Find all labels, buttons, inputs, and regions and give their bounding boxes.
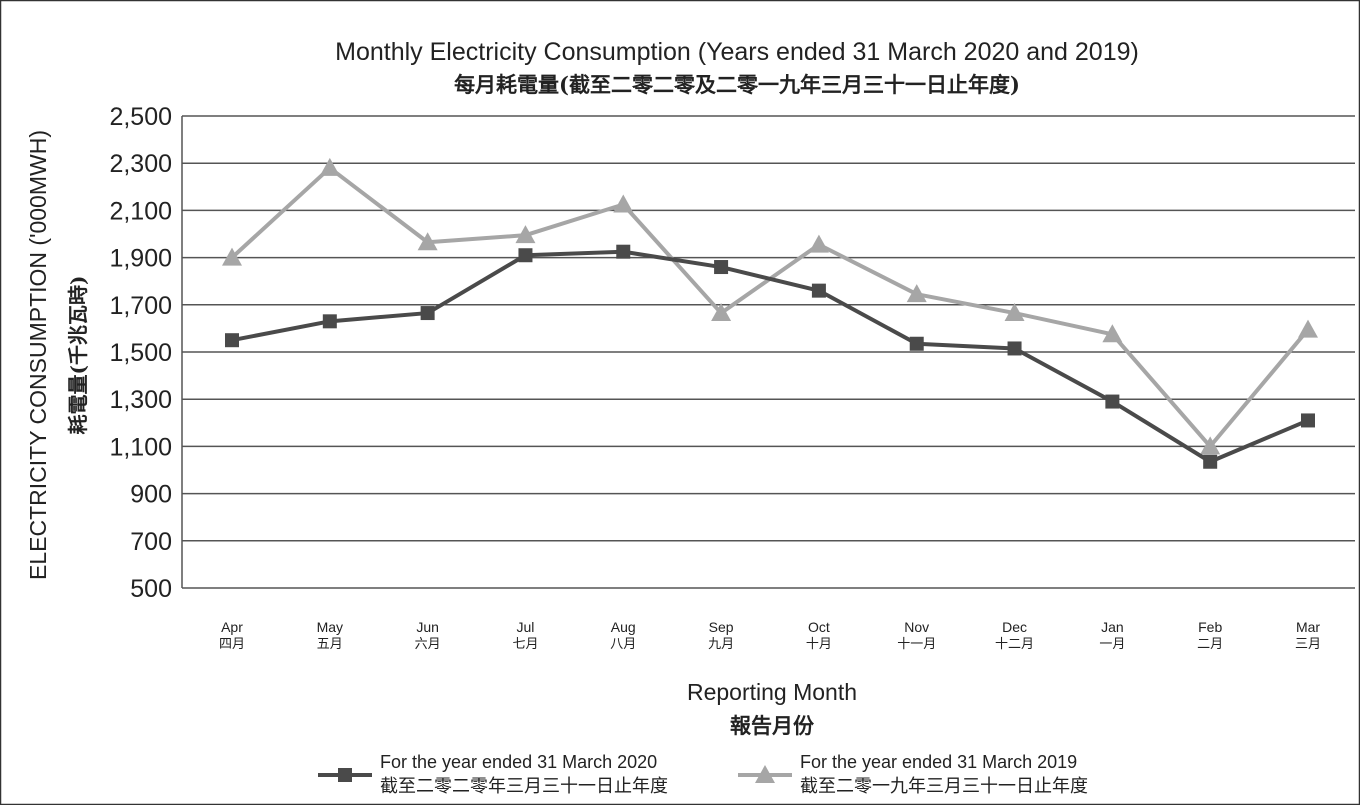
y-tick-labels: 500 700 900 1,100 1,300 1,500 1,700 1,900 2,100 2… [109,103,172,603]
x-tick-label: Apr [221,619,243,635]
x-tick-label-zh: 六月 [415,637,441,652]
y-tick-label: 1,900 [109,245,172,273]
chart-subtitle: 每月耗電量(截至二零二零及二零一九年三月三十一日止年度) [454,72,1020,97]
data-point [616,244,631,259]
data-point [420,306,435,321]
data-point [225,333,239,348]
x-tick-label-zh: 八月 [610,637,636,652]
x-tick-label-zh: 十一月 [897,637,936,652]
x-tick-label: Sep [709,619,734,635]
y-tick-label: 2,100 [109,197,172,225]
x-axis-label: Reporting Month [687,679,857,705]
x-tick-label: Jan [1101,619,1124,635]
legend-label-zh: 截至二零一九年三月三十一日止年度 [800,776,1088,797]
x-tick-label-zh: 三月 [1295,637,1321,652]
x-tick-label: Nov [904,619,929,635]
data-point [1203,454,1218,469]
y-tick-label: 1,100 [109,433,172,461]
data-point [319,157,340,176]
y-tick-label: 1,700 [109,292,172,320]
y-axis-label: ELECTRICITY CONSUMPTION ('000MWH) [25,130,51,580]
data-point [222,247,242,266]
data-point [1007,341,1022,356]
x-tick-label-zh: 一月 [1099,637,1125,652]
data-point [1200,436,1221,455]
data-point [714,260,729,275]
data-point [1102,324,1123,343]
y-tick-label: 700 [130,528,172,556]
x-tick-label-zh: 十二月 [995,637,1034,652]
y-tick-label: 1,500 [109,339,172,367]
x-tick-label: May [317,619,343,635]
y-tick-label: 500 [130,575,172,603]
y-tick-label: 2,300 [109,150,172,178]
x-tick-label: Jul [517,619,535,635]
series-2020 [225,244,1315,469]
x-tick-label: Aug [611,619,636,635]
data-point [515,225,536,244]
x-tick-label-zh: 五月 [317,637,343,652]
y-tick-label: 2,500 [109,103,172,131]
data-point [518,248,533,263]
legend-label: For the year ended 31 March 2019 [800,752,1077,772]
data-point [417,232,438,251]
gridlines [182,115,1355,589]
data-point [909,336,924,351]
y-tick-label: 1,300 [109,386,172,414]
legend-swatch-marker [755,765,775,783]
data-point [711,303,732,322]
series-line [231,249,1309,464]
series-layer [222,157,1318,469]
y-axis-label-zh: 耗電量(千兆瓦時) [66,276,90,435]
legend-item-2020: For the year ended 31 March 2020 截至二零二零年三… [318,752,668,797]
x-tick-label: Jun [416,619,439,635]
legend-item-2019: For the year ended 31 March 2019 截至二零一九年三… [738,752,1088,797]
x-tick-label-zh: 九月 [708,637,734,652]
data-point [906,284,927,303]
x-tick-label-zh: 二月 [1197,637,1223,652]
x-tick-label-zh: 十月 [806,637,832,652]
x-tick-label: Mar [1296,619,1320,635]
x-tick-labels: Apr 四月 May 五月 Jun 六月 Jul 七月 Aug 八月 Sep 九月 Oct 十月 Nov 十一… [219,619,1321,652]
data-point [613,194,634,213]
legend: For the year ended 31 March 2020 截至二零二零年三… [318,752,1088,797]
x-tick-label-zh: 七月 [512,637,538,652]
chart-title: Monthly Electricity Consumption (Years e… [335,38,1139,66]
x-tick-label: Dec [1002,619,1027,635]
x-tick-label: Feb [1198,619,1222,635]
legend-swatch-marker [338,768,352,782]
data-point [808,234,829,253]
x-tick-label-zh: 四月 [219,637,245,652]
data-point [322,314,337,329]
data-point [1105,394,1120,409]
legend-label-zh: 截至二零二零年三月三十一日止年度 [380,776,668,797]
data-point [1004,303,1025,322]
x-axis-label-zh: 報告月份 [730,713,815,738]
data-point [811,283,826,298]
data-point [1298,319,1318,338]
y-tick-label: 900 [130,481,172,509]
data-point [1301,413,1315,428]
legend-label: For the year ended 31 March 2020 [380,752,657,772]
x-tick-label: Oct [808,619,830,635]
